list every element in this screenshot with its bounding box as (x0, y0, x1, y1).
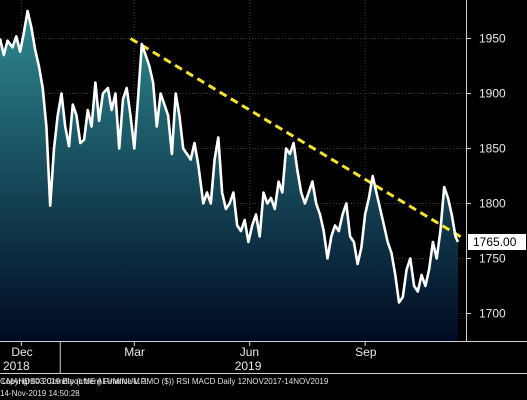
price-area-fill (0, 11, 458, 341)
footer-ticker-description: LMAHDS03 Comdty (LME ALUMINUM 3MO ($)) R… (2, 377, 329, 386)
axes: 1700 1750 1800 1850 1900 1950 Dec Mar Jun Sep 2018… (0, 0, 527, 374)
y-tick-label: 1700 (479, 307, 506, 321)
y-tick-label: 1750 (479, 252, 506, 266)
footer-copyright: Copyright© 2019 Bloomberg Finance L.P. (0, 377, 148, 386)
x-tick-label: Sep (355, 345, 377, 359)
y-tick-label: 1850 (479, 142, 506, 156)
last-value-label: 1765.00 (473, 235, 517, 249)
x-tick-label: Jun (240, 345, 259, 359)
x-tick-label: Mar (124, 345, 145, 359)
x-tick-label: Dec (11, 345, 32, 359)
last-value-badge (468, 234, 526, 250)
x-year-label: 2018 (3, 359, 30, 373)
price-line (0, 9, 460, 304)
footer-timestamp: 14-Nov-2019 14:50:28 (0, 389, 80, 398)
y-tick-label: 1800 (479, 197, 506, 211)
y-tick-label: 1900 (479, 87, 506, 101)
y-tick-label: 1950 (479, 32, 506, 46)
x-year-label: 2019 (235, 359, 262, 373)
